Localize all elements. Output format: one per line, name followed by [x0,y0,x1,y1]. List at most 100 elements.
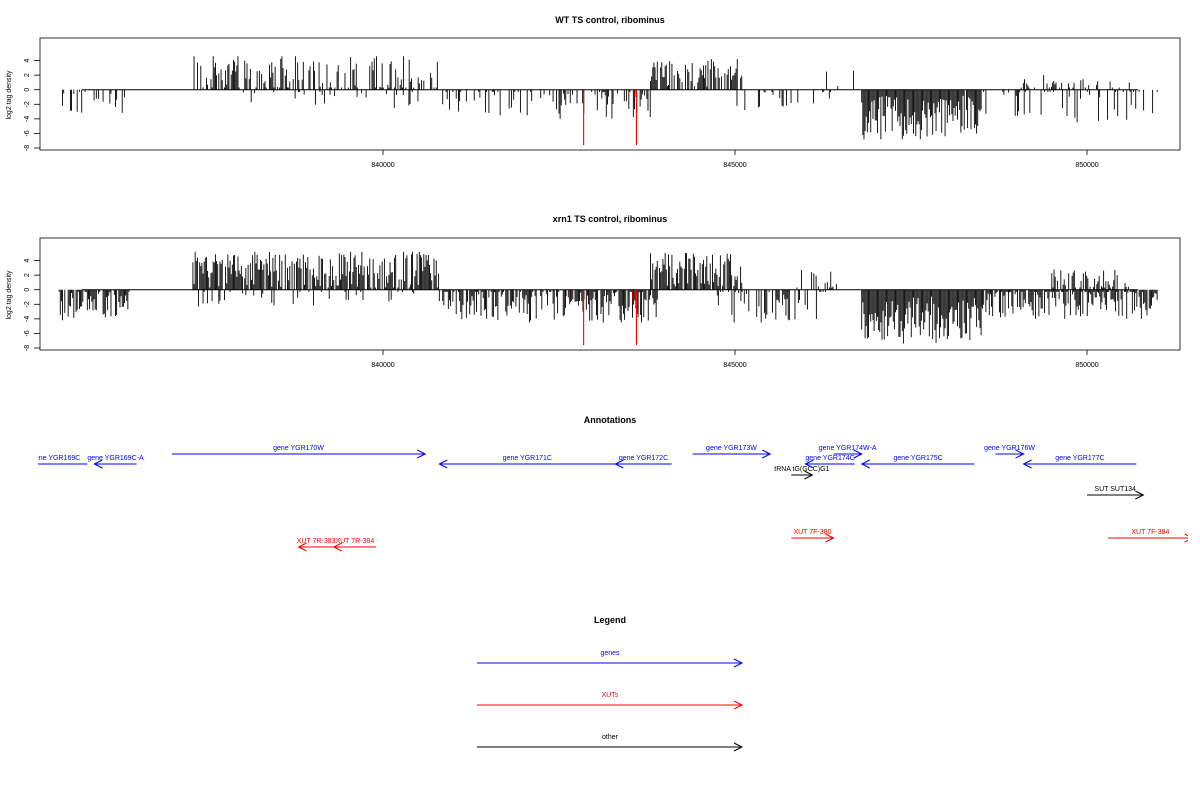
arrow-head [1022,459,1032,469]
arrow-head [860,459,870,469]
arrow-head [733,658,744,668]
series-reverse [58,289,1158,344]
annotation-label: gene YGR174W-A [819,445,877,452]
x-axis: 840000 845000 850000 [371,350,1099,369]
annotation-genes: gene YGR174C [804,455,855,469]
y-tick-label: 2 [24,273,31,277]
legend: Legend genes XUTs other [477,615,744,752]
highlight-bars [583,89,637,146]
arrow-head [804,470,814,480]
annotation-label: gene YGR170W [273,445,324,452]
y-axis-label: log2 tag density [6,270,13,320]
annotation-XUTs: XUT 7F-384 [1108,529,1188,543]
annotation-label: XUT 7F-384 [1131,529,1169,536]
annotation-genes: gene YGR172C [614,455,672,469]
x-tick-label: 845000 [723,162,746,169]
bar-series [58,251,1158,344]
legend-entry-xuts: XUTs [477,692,744,710]
series-forward [192,251,1129,290]
arrow-head [825,533,835,543]
panel-title: WT TS control, ribominus [555,15,665,25]
x-axis: 840000 845000 850000 [371,150,1099,169]
annotation-label: gene YGR174C [805,455,854,462]
x-tick-label: 845000 [723,362,746,369]
annotation-genes: gene YGR173W [692,445,772,459]
annotation-XUTs: XUT 7F-380 [791,529,835,543]
arrow-head [804,459,814,469]
annotation-label: gene YGR177C [1055,455,1104,462]
annotation-genes: gene YGR169C-A [87,455,144,469]
x-tick-label: 840000 [371,362,394,369]
plot-frame [39,37,1181,151]
y-tick-label: 0 [24,288,31,292]
y-tick-label: -2 [24,301,31,307]
arrow-head [733,742,744,752]
annotation-label: gene YGR176W [984,445,1035,452]
y-tick-label: -8 [24,145,31,151]
annotation-label: tRNA tG(GCC)G1 [774,466,829,473]
legend-entry-other: other [477,734,744,752]
highlight-bars [569,289,637,346]
plot-frame [39,237,1181,351]
panel-xrn1-ts-control: xrn1 TS control, ribominus log2 tag dens… [6,214,1181,369]
annotation-label: gene YGR172C [619,455,668,462]
annotation-XUTs: XUT 7R-384 [332,538,376,552]
y-tick-label: 2 [24,73,31,77]
y-axis: -8 -6 -4 -2 0 2 4 [24,59,40,151]
arrow-head [417,449,427,459]
y-tick-label: -4 [24,316,31,322]
annotation-label: XUT 7R-383 [297,538,336,545]
arrow-head [614,459,624,469]
y-tick-label: 4 [24,59,31,63]
annotation-label: gene YGR169C [31,455,80,462]
legend-label: XUTs [602,692,619,699]
y-tick-label: 4 [24,259,31,263]
annotation-genes: gene YGR177C [1022,455,1137,469]
annotation-other: tRNA tG(GCC)G1 [774,466,830,480]
annotation-genes: gene YGR175C [860,455,975,469]
y-axis: -8 -6 -4 -2 0 2 4 [24,259,40,351]
annotations-title: Annotations [584,415,637,425]
annotation-XUTs: XUT 7R-383 [297,538,336,552]
y-tick-label: -2 [24,101,31,107]
annotation-other: SUT SUT134 [1087,486,1145,500]
arrow-head [438,459,448,469]
arrow-head [1135,490,1145,500]
annotation-label: XUT 7R-384 [335,538,374,545]
annotation-label: SUT SUT134 [1094,486,1136,493]
x-tick-label: 850000 [1075,362,1098,369]
panel-title: xrn1 TS control, ribominus [553,214,668,224]
arrow-head [1015,449,1025,459]
y-tick-label: 0 [24,88,31,92]
y-tick-label: -4 [24,116,31,122]
arrow-head [332,542,342,552]
annotations-track: Annotations gene YGR169C gene YGR169C-A ge… [24,415,1188,552]
annotation-label: gene YGR171C [503,455,552,462]
y-tick-label: -8 [24,345,31,351]
x-tick-label: 850000 [1075,162,1098,169]
arrow-head [1184,533,1188,543]
annotation-genes: gene YGR169C [24,455,88,468]
x-tick-label: 840000 [371,162,394,169]
annotation-genes: gene YGR176W [984,445,1035,459]
panel-wt-ts-control: WT TS control, ribominus log2 tag densit… [6,15,1181,169]
y-tick-label: -6 [24,130,31,136]
arrow-head [761,449,772,459]
arrow-head [24,460,32,468]
annotation-label: gene YGR173W [706,445,757,452]
bar-series [62,56,1158,140]
annotation-label: gene YGR169C-A [87,455,144,462]
annotation-label: gene YGR175C [893,455,942,462]
legend-label: other [602,734,619,741]
arrow-head [93,459,103,469]
annotation-genes: gene YGR171C [438,455,616,469]
annotation-genes: gene YGR170W [171,445,427,459]
arrow-head [297,542,307,552]
annotation-label: XUT 7F-380 [793,529,831,536]
series-forward [193,56,1130,90]
legend-label: genes [600,650,620,657]
y-axis-label: log2 tag density [6,70,13,120]
arrow-head [853,449,863,459]
y-tick-label: -6 [24,330,31,336]
